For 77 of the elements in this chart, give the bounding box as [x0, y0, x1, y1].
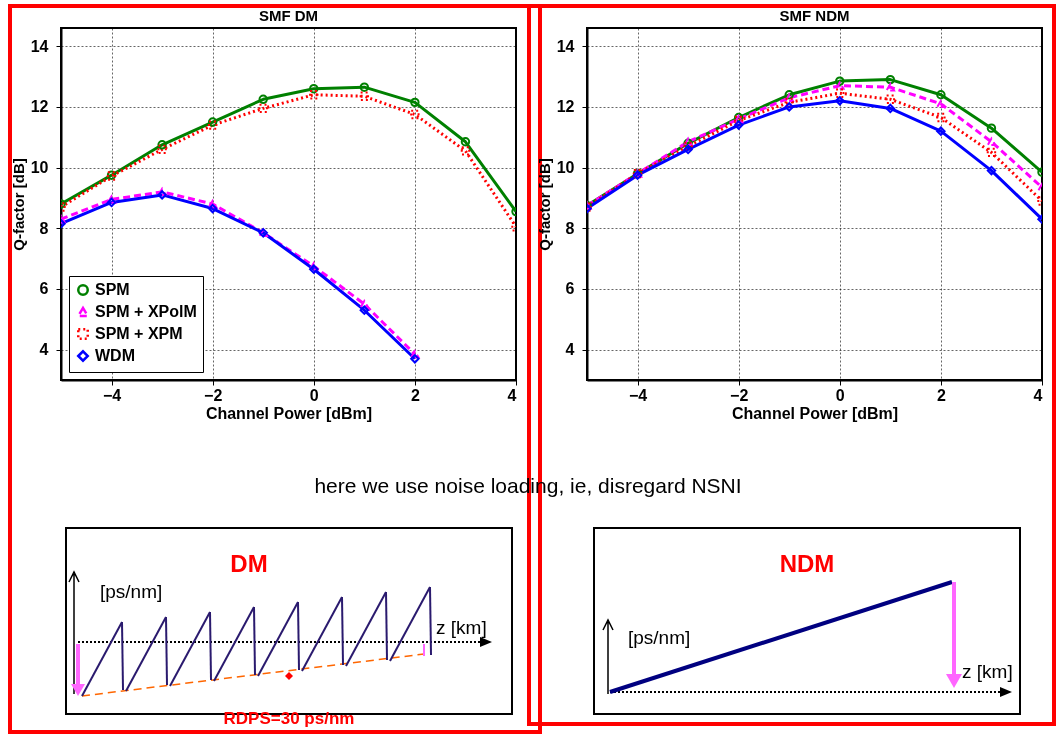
- point: [835, 88, 845, 98]
- x-tick-label: 0: [309, 386, 319, 404]
- text: NDM: [779, 550, 835, 577]
- x-tick-label: 4: [507, 386, 517, 404]
- point: [936, 99, 946, 109]
- point: [460, 137, 471, 147]
- x-tick-label: 2: [936, 386, 946, 404]
- point: [885, 94, 896, 105]
- x-tick-label: −2: [730, 386, 749, 404]
- point: [410, 97, 420, 108]
- y-tick-label: 12: [30, 98, 49, 116]
- point: [359, 305, 370, 315]
- text: z [km]: [436, 617, 487, 638]
- point: [359, 299, 370, 309]
- point: [986, 147, 997, 158]
- point: [885, 82, 896, 92]
- point: [359, 82, 370, 92]
- y-tick-label: 10: [30, 159, 49, 177]
- text: [ps/nm]: [628, 627, 691, 648]
- text: z [km]: [962, 661, 1013, 682]
- point: [936, 112, 946, 123]
- point: [784, 97, 794, 108]
- point: [784, 102, 794, 112]
- point: [835, 81, 845, 90]
- y-tick-label: 14: [556, 37, 575, 55]
- legend-label: WDM: [95, 347, 135, 364]
- y-tick-label: 4: [565, 341, 575, 359]
- y-tick-label: 14: [30, 37, 49, 55]
- x-tick-label: 4: [1033, 386, 1043, 404]
- point: [986, 137, 997, 146]
- point: [460, 146, 471, 156]
- y-axis-title: Q-factor [dB]: [535, 158, 553, 251]
- chart-title: SMF DM: [258, 7, 319, 24]
- text: DM: [230, 550, 268, 577]
- y-tick-label: 10: [556, 159, 575, 177]
- y-tick-label: 12: [556, 98, 575, 116]
- point: [835, 96, 845, 106]
- legend-label: SPM: [95, 281, 130, 298]
- point: [359, 91, 370, 101]
- y-tick-label: 4: [39, 341, 49, 359]
- point: [157, 144, 167, 155]
- x-axis-title: Channel Power [dBm]: [205, 404, 373, 422]
- point: [835, 76, 845, 86]
- x-tick-label: 0: [835, 386, 845, 404]
- y-tick-label: 8: [39, 219, 49, 237]
- point: [309, 90, 319, 100]
- point: [410, 109, 420, 120]
- x-tick-label: 2: [410, 386, 420, 404]
- text: RDPS=30 ps/nm: [223, 709, 355, 728]
- point: [733, 120, 744, 130]
- point: [106, 197, 117, 208]
- point: [207, 199, 218, 209]
- x-tick-label: −4: [628, 386, 648, 404]
- point: [885, 103, 896, 114]
- x-axis-title: Channel Power [dBm]: [731, 404, 899, 422]
- x-tick-label: −4: [102, 386, 122, 404]
- legend-label: SPM + XPM: [95, 325, 183, 342]
- point: [936, 126, 946, 136]
- legend-label: SPM + XPolM: [95, 303, 197, 320]
- point: [986, 123, 997, 133]
- point: [157, 140, 167, 150]
- point: [410, 354, 420, 364]
- x-tick-label: −2: [204, 386, 223, 404]
- point: [309, 83, 319, 94]
- point: [410, 350, 420, 359]
- point: [936, 90, 946, 100]
- text: [ps/nm]: [100, 581, 163, 602]
- point: [885, 74, 896, 85]
- point: [258, 94, 268, 105]
- point: [207, 203, 218, 214]
- y-tick-label: 6: [565, 280, 575, 298]
- point: [986, 165, 997, 176]
- y-tick-label: 8: [565, 219, 575, 237]
- y-tick-label: 6: [39, 280, 49, 298]
- chart-title: SMF NDM: [779, 7, 850, 24]
- point: [258, 103, 268, 114]
- y-axis-title: Q-factor [dB]: [9, 158, 27, 251]
